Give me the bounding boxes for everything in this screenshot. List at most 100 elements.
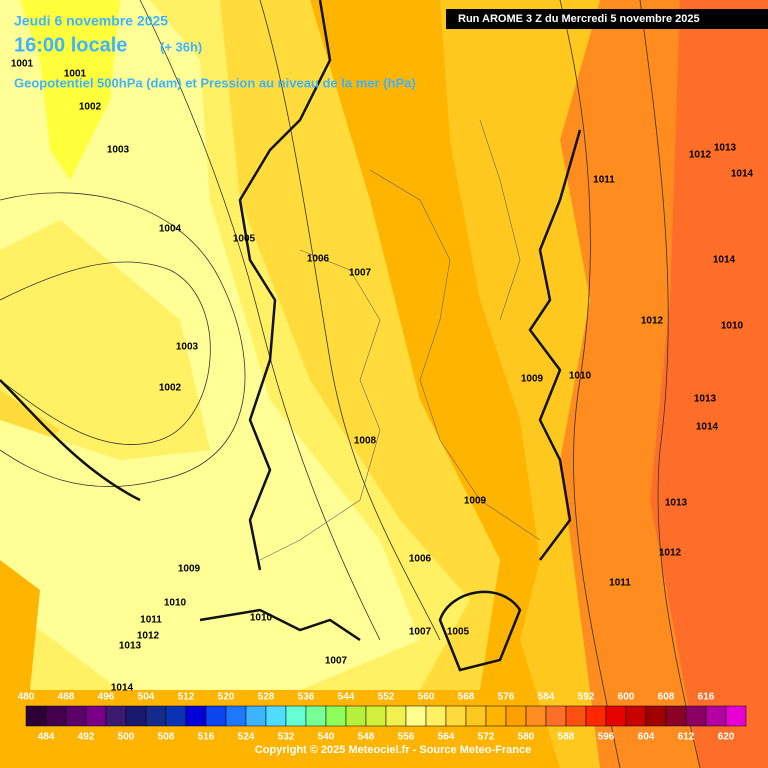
colorbar-swatch (685, 705, 707, 727)
colorbar-swatch (625, 705, 647, 727)
colorbar-label-bottom: 540 (318, 732, 335, 743)
colorbar-swatch (145, 705, 167, 727)
colorbar-label-top: 512 (178, 692, 195, 703)
colorbar-swatch (505, 705, 527, 727)
colorbar-label-top: 504 (138, 692, 155, 703)
isobar-label: 1012 (137, 631, 160, 642)
lead-time: (+ 36h) (160, 39, 202, 54)
local-time: 16:00 locale (14, 34, 127, 56)
colorbar-label-top: 488 (58, 692, 75, 703)
isobar-label: 1014 (696, 422, 719, 433)
colorbar-swatch (345, 705, 367, 727)
colorbar-label-bottom: 588 (558, 732, 575, 743)
colorbar-label-top: 528 (258, 692, 275, 703)
colorbar-swatch (85, 705, 107, 727)
colorbar-label-bottom: 604 (638, 732, 655, 743)
colorbar-label-top: 584 (538, 692, 555, 703)
isobar-label: 1007 (409, 627, 432, 638)
isobar-label: 1001 (64, 69, 87, 80)
colorbar-label-bottom: 500 (118, 732, 135, 743)
colorbar-label-bottom: 532 (278, 732, 295, 743)
colorbar-swatch (65, 705, 87, 727)
colorbar-swatch (465, 705, 487, 727)
colorbar-label-bottom: 492 (78, 732, 95, 743)
colorbar-swatch (125, 705, 147, 727)
field-description: Geopotentiel 500hPa (dam) et Pression au… (14, 75, 416, 90)
colorbar-label-bottom: 524 (238, 732, 255, 743)
colorbar-swatch (365, 705, 387, 727)
isobar-label: 1007 (325, 656, 348, 667)
isobar-label: 1012 (689, 150, 712, 161)
date: Jeudi 6 novembre 2025 (14, 13, 168, 29)
colorbar-label-top: 608 (658, 692, 675, 703)
colorbar-swatch (645, 705, 667, 727)
colorbar-swatch (665, 705, 687, 727)
isobar-label: 1012 (659, 548, 682, 559)
isobars (0, 0, 701, 768)
run-banner: Run AROME 3 Z du Mercredi 5 novembre 202… (458, 13, 700, 25)
colorbar-label-top: 536 (298, 692, 315, 703)
colorbar-swatch (205, 705, 227, 727)
zone (650, 0, 768, 768)
isobar-label: 1013 (714, 143, 737, 154)
isobar-label: 1013 (694, 394, 717, 405)
colorbar-label-bottom: 580 (518, 732, 535, 743)
isobar-label: 1007 (349, 268, 372, 279)
colorbar-label-bottom: 556 (398, 732, 415, 743)
colorbar-label-top: 544 (338, 692, 355, 703)
colorbar-swatch (485, 705, 507, 727)
isobar-label: 1013 (119, 641, 142, 652)
colorbar-label-top: 496 (98, 692, 115, 703)
colorbar-swatch (285, 705, 307, 727)
colorbar-swatch (25, 705, 47, 727)
isobar-label: 1011 (609, 578, 631, 589)
colorbar-swatch (705, 705, 727, 727)
colorbar-label-bottom: 620 (718, 732, 735, 743)
colorbar-swatch (445, 705, 467, 727)
colorbar-swatch (585, 705, 607, 727)
colorbar-label-top: 520 (218, 692, 235, 703)
run-banner-bg (446, 9, 768, 29)
zone (0, 560, 40, 690)
colorbar-label-top: 592 (578, 692, 595, 703)
colorbar-swatch (225, 705, 247, 727)
colorbar-swatch (45, 705, 67, 727)
colorbar-label-top: 600 (618, 692, 635, 703)
isobar-label: 1011 (593, 175, 615, 186)
colorbar-swatch (605, 705, 627, 727)
colorbar-label-top: 568 (458, 692, 475, 703)
isobar-label: 1009 (464, 496, 487, 507)
colorbar-swatch (405, 705, 427, 727)
isobar-label: 1012 (641, 316, 664, 327)
colorbar-label-top: 552 (378, 692, 395, 703)
isobar-label: 1009 (178, 564, 201, 575)
isobar-label: 1009 (521, 374, 544, 385)
isobar-label: 1010 (721, 321, 744, 332)
colorbar-label-bottom: 508 (158, 732, 175, 743)
colorbar-swatch (565, 705, 587, 727)
zone (20, 0, 120, 180)
colorbar-label-top: 616 (698, 692, 715, 703)
isobar-label: 1011 (140, 615, 162, 626)
isobar-label: 1010 (250, 613, 273, 624)
colorbar-label-bottom: 572 (478, 732, 495, 743)
isobar-label: 1010 (164, 598, 187, 609)
colorbar-label-bottom: 548 (358, 732, 375, 743)
colorbar-label-bottom: 484 (38, 732, 55, 743)
isobar-label: 1006 (409, 554, 432, 565)
isobar-label: 1003 (176, 342, 199, 353)
colorbar-swatch (525, 705, 547, 727)
colorbar-swatch (425, 705, 447, 727)
colorbar-label-top: 560 (418, 692, 435, 703)
isobar-label: 1014 (713, 255, 736, 266)
isobar-labels: 1001 1001 1002 1003 1004 1005 1006 1007 1003 1002… (11, 59, 754, 694)
colorbar-swatch (185, 705, 207, 727)
colorbar-label-top: 480 (18, 692, 35, 703)
isobar-label: 1014 (111, 683, 134, 694)
colorbar-swatch (385, 705, 407, 727)
isobar-label: 1002 (79, 102, 102, 113)
borders (259, 119, 541, 561)
isobar-label: 1006 (307, 254, 330, 265)
colorbar-label-bottom: 516 (198, 732, 215, 743)
